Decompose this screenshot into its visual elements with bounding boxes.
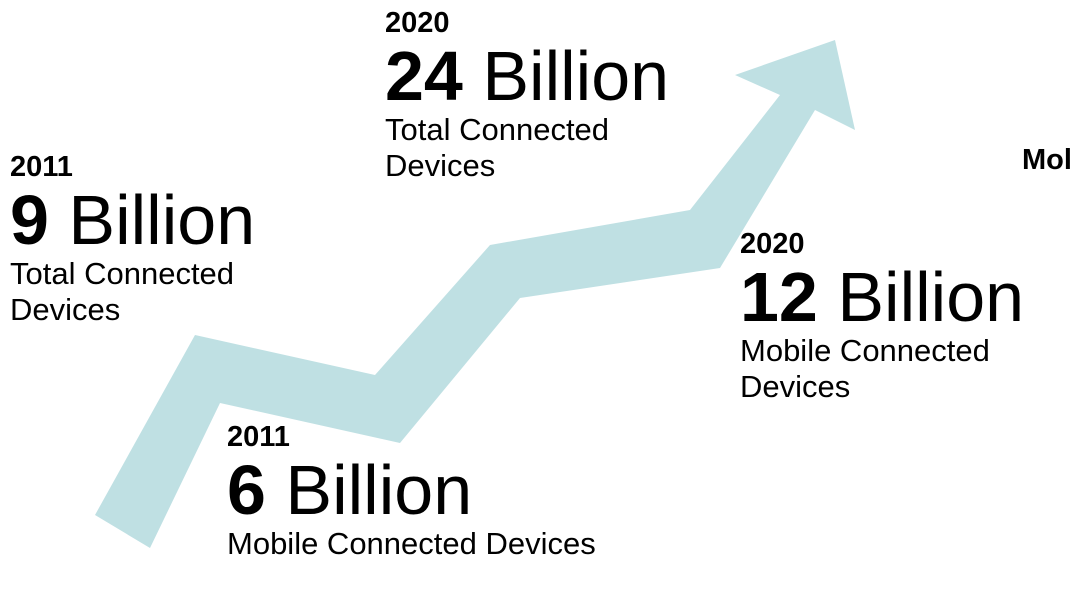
stat-year: 2011 — [10, 151, 73, 183]
stat-number: 9 — [10, 181, 49, 259]
stat-number: 6 — [227, 451, 266, 529]
stat-2011-total: 2011 9 Billion Total Connected Devices — [10, 150, 255, 328]
stat-unit: Billion — [837, 258, 1025, 336]
stat-2020-total: 2020 24 Billion Total Connected Devices — [385, 6, 669, 184]
stat-number: 12 — [740, 258, 818, 336]
stat-value: 12 Billion — [740, 261, 1024, 333]
stat-caption: Total Connected Devices — [385, 112, 610, 183]
stat-year: 2020 — [385, 7, 450, 39]
stat-caption: Mobile Connected Devices — [740, 333, 990, 404]
stat-year: 2011 — [227, 421, 290, 453]
stat-unit: Billion — [68, 181, 256, 259]
growth-arrow-shape — [95, 40, 855, 548]
stat-2020-mobile: 2020 12 Billion Mobile Connected Devices — [740, 227, 1024, 405]
stat-number: 24 — [385, 37, 463, 115]
stat-caption: Total Connected Devices — [10, 256, 235, 327]
stat-caption: Mobile Connected Devices — [227, 526, 596, 561]
stat-year: 2020 — [740, 228, 805, 260]
stat-unit: Billion — [285, 451, 473, 529]
stat-unit: Billion — [482, 37, 670, 115]
cropped-heading: Mol — [1022, 144, 1072, 176]
stat-2011-mobile: 2011 6 Billion Mobile Connected Devices — [227, 420, 596, 562]
stat-value: 6 Billion — [227, 454, 596, 526]
stat-value: 9 Billion — [10, 184, 255, 256]
stat-value: 24 Billion — [385, 40, 669, 112]
